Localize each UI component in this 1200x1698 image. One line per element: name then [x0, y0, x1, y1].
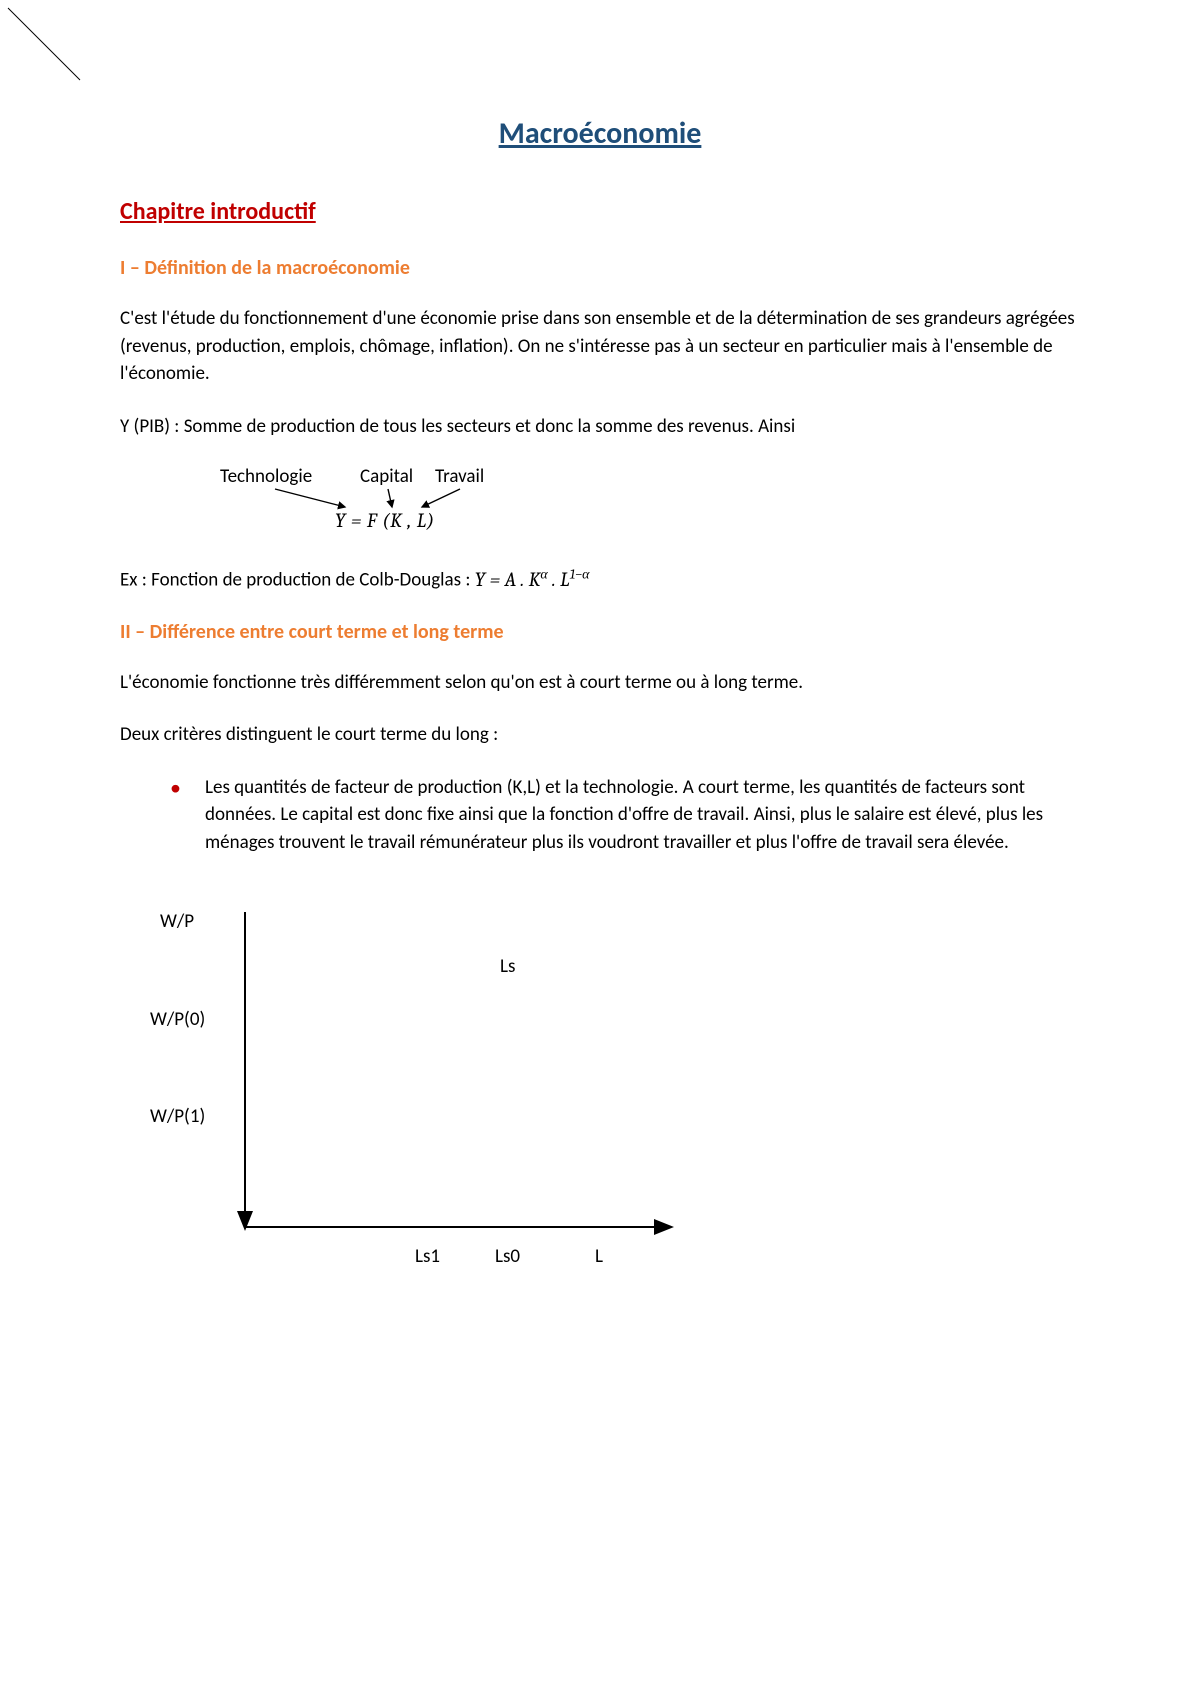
svg-text:Ls0: Ls0 — [495, 1245, 520, 1268]
cd-mid: . L — [548, 568, 570, 591]
chapter-heading: Chapitre introductif — [120, 197, 1080, 226]
page-content: Macroéconomie Chapitre introductif I – D… — [0, 0, 1200, 1342]
svg-text:W/P(0): W/P(0) — [150, 1008, 205, 1031]
paragraph-pib: Y (PIB) : Somme de production de tous le… — [120, 413, 1080, 441]
paragraph-definition: C'est l'étude du fonctionnement d'une éc… — [120, 305, 1080, 388]
svg-text:W/P(1): W/P(1) — [150, 1105, 205, 1128]
criteria-list: Les quantités de facteur de production (… — [170, 774, 1080, 857]
section-2-heading: II – Différence entre court terme et lon… — [120, 620, 1080, 644]
svg-text:Ls: Ls — [500, 955, 515, 978]
paragraph-criteria-intro: Deux critères distinguent le court terme… — [120, 721, 1080, 749]
labor-supply-svg: W/P W/P(0) W/P(1) Ls1 Ls0 L Ls — [150, 897, 710, 1277]
production-function-diagram: Technologie Capital Travail Y = F (K , L… — [220, 465, 1080, 540]
cd-exp1: α — [540, 565, 547, 582]
document-title: Macroéconomie — [120, 115, 1080, 152]
cobb-douglas-example: Ex : Fonction de production de Colb-Doug… — [120, 565, 1080, 592]
production-function-equation: Y = F (K , L) — [335, 509, 435, 532]
cd-base: Y = A . K — [475, 568, 541, 591]
cobb-douglas-formula: Y = A . Kα . L1−α — [475, 568, 590, 591]
paragraph-shortlong-intro: L'économie fonctionne très différemment … — [120, 669, 1080, 697]
cd-exp2: 1−α — [570, 565, 590, 582]
labor-supply-chart: W/P W/P(0) W/P(1) Ls1 Ls0 L Ls — [150, 897, 1080, 1282]
bullet-factors: Les quantités de facteur de production (… — [170, 774, 1080, 857]
svg-text:W/P: W/P — [160, 910, 194, 933]
svg-text:Ls1: Ls1 — [415, 1245, 440, 1268]
example-prefix: Ex : Fonction de production de Colb-Doug… — [120, 569, 475, 592]
corner-decoration — [0, 0, 100, 100]
svg-text:L: L — [595, 1245, 603, 1268]
section-1-heading: I – Définition de la macroéconomie — [120, 256, 1080, 280]
